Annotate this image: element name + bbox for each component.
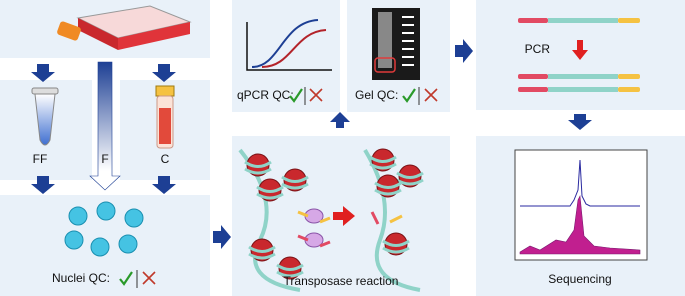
pcr-fragments bbox=[518, 18, 640, 92]
step-label: PCR bbox=[525, 42, 551, 56]
transposase-illustration bbox=[238, 147, 425, 292]
step-label: Transposase reaction bbox=[284, 274, 399, 288]
ff-tube bbox=[31, 87, 59, 146]
qpcr-plot bbox=[246, 19, 332, 71]
qc-label: Gel QC: bbox=[355, 88, 398, 102]
c-tube bbox=[155, 85, 175, 149]
qc-label: Nuclei QC: bbox=[52, 271, 110, 285]
sample-label: FF bbox=[33, 152, 48, 166]
sample-label: C bbox=[161, 152, 170, 166]
qc-label: qPCR QC: bbox=[237, 88, 294, 102]
sequencing-tracks bbox=[514, 149, 648, 261]
nuclei bbox=[64, 201, 144, 257]
flask bbox=[57, 5, 192, 50]
arrows bbox=[31, 39, 592, 249]
sample-label: F bbox=[101, 152, 108, 166]
gel bbox=[372, 8, 420, 80]
step-label: Sequencing bbox=[548, 272, 611, 286]
